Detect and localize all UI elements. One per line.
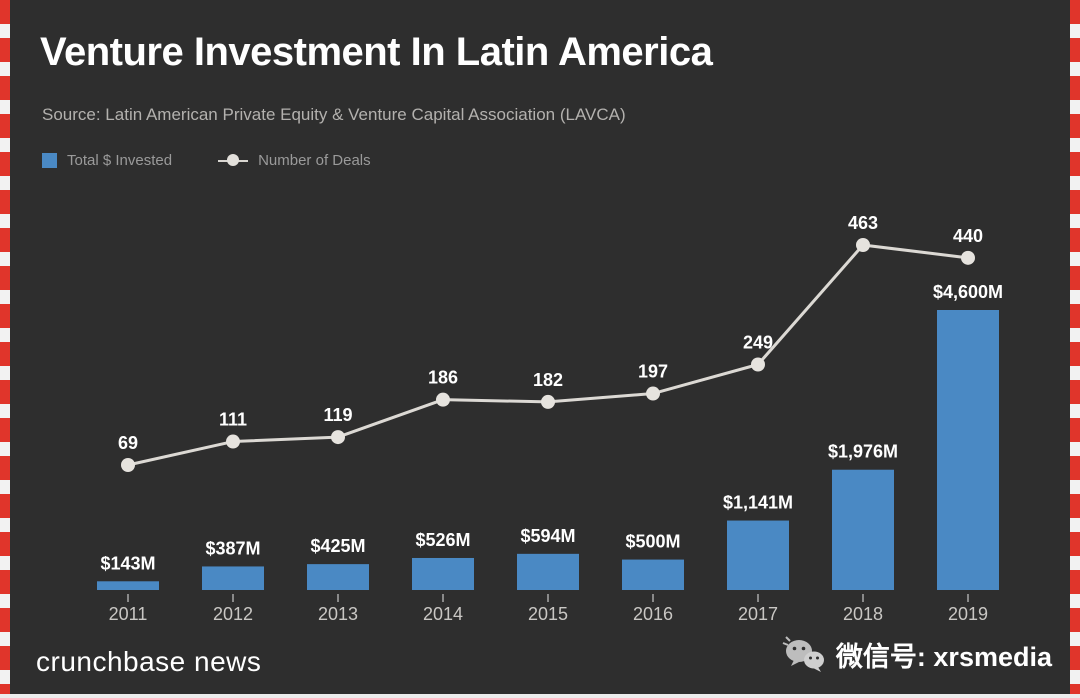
bar-value-label-2014: $526M bbox=[415, 530, 470, 550]
bar-2019 bbox=[937, 310, 999, 590]
deal-count-label-2016: 197 bbox=[638, 362, 668, 382]
deal-dot-2017 bbox=[751, 357, 765, 372]
source-attribution: Source: Latin American Private Equity & … bbox=[42, 105, 626, 124]
bottom-edge-decoration bbox=[0, 694, 1080, 698]
deal-dot-2016 bbox=[646, 386, 660, 401]
deal-dot-2013 bbox=[331, 430, 345, 445]
bar-value-label-2017: $1,141M bbox=[723, 493, 793, 513]
year-label-2017: 2017 bbox=[738, 604, 778, 624]
bar-2018 bbox=[832, 469, 894, 590]
bar-value-label-2016: $500M bbox=[625, 532, 680, 552]
deal-dot-2015 bbox=[541, 394, 555, 409]
bar-value-label-2018: $1,976M bbox=[828, 442, 898, 462]
year-label-2015: 2015 bbox=[528, 604, 568, 624]
deals-line bbox=[127, 243, 969, 467]
bar-value-label-2013: $425M bbox=[310, 536, 365, 556]
deal-count-label-2012: 111 bbox=[219, 410, 247, 430]
left-edge-decoration bbox=[0, 0, 10, 698]
wechat-id-label: 微信号: xrsmedia bbox=[835, 641, 1052, 672]
legend-item-total-invested: Total $ Invested bbox=[42, 152, 172, 169]
deal-dot-2019 bbox=[961, 250, 975, 265]
legend-item-number-of-deals: Number of Deals bbox=[218, 152, 371, 169]
deal-count-label-2011: 69 bbox=[118, 433, 138, 453]
bar-value-label-2012: $387M bbox=[205, 538, 260, 558]
legend-label-total-invested: Total $ Invested bbox=[67, 152, 173, 169]
year-label-2013: 2013 bbox=[318, 604, 358, 624]
bar-2011 bbox=[97, 581, 159, 590]
line-series-marker bbox=[218, 153, 249, 168]
year-label-2014: 2014 bbox=[423, 604, 463, 624]
combo-chart: $143M 2011 $387M 2012 $425M 2013 $526M 2014 $594… bbox=[97, 213, 1003, 624]
bar-2015 bbox=[517, 553, 579, 590]
bar-value-label-2015: $594M bbox=[520, 526, 575, 546]
deal-dot-2011 bbox=[121, 458, 135, 472]
deal-count-label-2015: 182 bbox=[533, 370, 563, 390]
crunchbase-news-logo: crunchbase news bbox=[36, 646, 262, 677]
deal-count-label-2018: 463 bbox=[848, 213, 878, 233]
deal-dot-2014 bbox=[436, 392, 450, 407]
right-edge-decoration bbox=[1070, 0, 1080, 698]
bar-2012 bbox=[202, 566, 264, 590]
year-label-2011: 2011 bbox=[109, 604, 148, 624]
year-label-2016: 2016 bbox=[633, 604, 673, 624]
year-label-2012: 2012 bbox=[213, 604, 253, 624]
bar-value-label-2011: $143M bbox=[100, 553, 155, 573]
deal-count-label-2014: 186 bbox=[428, 368, 458, 388]
deal-dot-2018 bbox=[856, 238, 870, 252]
year-label-2019: 2019 bbox=[948, 604, 988, 624]
wechat-watermark: 微信号: xrsmedia bbox=[782, 634, 1052, 674]
deal-count-label-2019: 440 bbox=[953, 226, 983, 246]
bar-value-label-2019: $4,600M bbox=[933, 282, 1003, 302]
bar-2016 bbox=[622, 559, 684, 590]
wechat-icon bbox=[782, 636, 824, 672]
legend-label-number-of-deals: Number of Deals bbox=[258, 152, 371, 169]
chart-title: Venture Investment In Latin America bbox=[40, 30, 713, 74]
bar-2013 bbox=[307, 564, 369, 590]
chart-legend: Total $ Invested Number of Deals bbox=[42, 152, 371, 169]
deal-count-label-2013: 119 bbox=[323, 405, 352, 425]
bar-2014 bbox=[412, 557, 474, 590]
year-label-2018: 2018 bbox=[843, 604, 883, 624]
deal-dot-2012 bbox=[226, 434, 240, 449]
deal-count-label-2017: 249 bbox=[743, 332, 773, 352]
bar-2017 bbox=[727, 520, 789, 590]
bar-series-swatch bbox=[42, 153, 57, 168]
